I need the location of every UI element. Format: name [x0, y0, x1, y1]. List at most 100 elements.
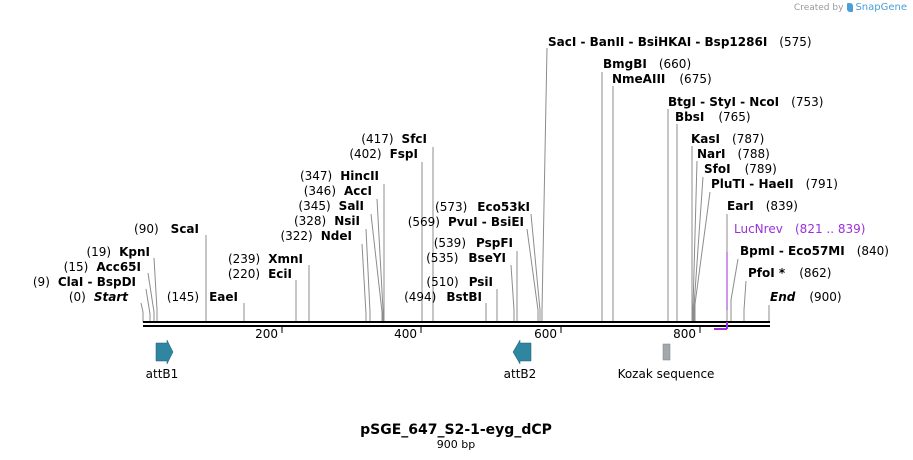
site-pfoI-name[interactable]: PfoI *: [748, 266, 786, 280]
site-salI-group[interactable]: (345) SalI: [298, 199, 364, 213]
tick-label-600: 600: [534, 327, 557, 341]
site-pspFI-pos: (539): [434, 236, 466, 250]
site-kasI-name[interactable]: KasI: [691, 132, 720, 146]
leader-sfoI: [693, 176, 704, 322]
site-pluTI-group[interactable]: PluTI - HaeII (791): [711, 177, 838, 191]
site-eciI-group[interactable]: (220) EciI: [228, 267, 292, 281]
site-start-name[interactable]: Start: [94, 290, 129, 304]
site-fspI-name[interactable]: FspI: [390, 147, 418, 161]
site-bmgBI-name[interactable]: BmgBI: [603, 57, 647, 71]
site-hincII-name[interactable]: HincII: [340, 169, 379, 183]
site-acc65I-name[interactable]: Acc65I: [96, 260, 141, 274]
site-earI-pos: (839): [766, 199, 798, 213]
site-bseYI-group[interactable]: (535) BseYI: [426, 251, 506, 265]
site-xmnI-name[interactable]: XmnI: [268, 252, 303, 266]
site-pvuI-pos: (569): [408, 215, 440, 229]
site-pluTI-name[interactable]: PluTI - HaeII: [711, 177, 794, 191]
site-fspI-pos: (402): [349, 147, 381, 161]
site-eco53kI-name[interactable]: Eco53kI: [477, 200, 530, 214]
features: attB1 attB2 Kozak sequence: [146, 339, 715, 381]
site-btgI-group[interactable]: BtgI - StyI - NcoI (753): [668, 95, 823, 109]
site-scaI-name[interactable]: ScaI: [171, 222, 199, 236]
site-sfoI-group[interactable]: SfoI (789): [704, 162, 777, 176]
site-pspFI-name[interactable]: PspFI: [476, 236, 513, 250]
site-bbsI-name[interactable]: BbsI: [675, 110, 704, 124]
site-pfoI-group[interactable]: PfoI * (862): [748, 266, 831, 280]
leader-narI: [692, 160, 698, 322]
site-nmeAIII-group[interactable]: NmeAIII (675): [612, 72, 712, 86]
site-btgI-pos: (753): [791, 95, 823, 109]
site-kpnI-pos: (19): [86, 245, 111, 259]
site-bpmI-group[interactable]: BpmI - Eco57MI (840): [740, 244, 889, 258]
site-claI-group[interactable]: (9) ClaI - BspDI: [33, 275, 136, 289]
site-kpnI-name[interactable]: KpnI: [119, 245, 150, 259]
site-psiI-group[interactable]: (510) PsiI: [426, 275, 493, 289]
tick-label-800: 800: [673, 327, 696, 341]
site-salI-name[interactable]: SalI: [339, 199, 364, 213]
site-kpnI-group[interactable]: (19) KpnI: [86, 245, 150, 259]
leader-ndeI: [361, 243, 367, 322]
site-eco53kI-group[interactable]: (573) Eco53kI: [435, 200, 530, 214]
site-narI-name[interactable]: NarI: [697, 147, 726, 161]
site-scaI-group[interactable]: (90) ScaI: [134, 222, 199, 236]
site-nsiI-group[interactable]: (328) NsiI: [294, 214, 360, 228]
site-psiI-name[interactable]: PsiI: [469, 275, 493, 289]
site-hincII-group[interactable]: (347) HincII: [300, 169, 379, 183]
site-accI-group[interactable]: (346) AccI: [304, 184, 372, 198]
site-acc65I-group[interactable]: (15) Acc65I: [64, 260, 141, 274]
site-eaeI-group[interactable]: (145) EaeI: [167, 290, 238, 304]
leader-bpmI: [730, 258, 739, 322]
site-claI-name[interactable]: ClaI - BspDI: [58, 275, 136, 289]
site-fspI-group[interactable]: (402) FspI: [349, 147, 418, 161]
site-acc65I-pos: (15): [64, 260, 89, 274]
site-start-group[interactable]: (0) Start: [69, 290, 129, 304]
leader-nsiI: [365, 228, 371, 322]
site-pvuI-group[interactable]: (569) PvuI - BsiEI: [408, 215, 524, 229]
site-pspFI-group[interactable]: (539) PspFI: [434, 236, 513, 250]
site-xmnI-pos: (239): [228, 252, 260, 266]
site-bmgBI-group[interactable]: BmgBI (660): [603, 57, 691, 71]
site-end-name[interactable]: End: [770, 290, 796, 304]
site-sfcI-group[interactable]: (417) SfcI: [361, 132, 427, 146]
site-ndeI-group[interactable]: (322) NdeI: [280, 229, 352, 243]
site-bpmI-name[interactable]: BpmI - Eco57MI: [740, 244, 845, 258]
site-xmnI-group[interactable]: (239) XmnI: [228, 252, 303, 266]
site-bstBI-group[interactable]: (494) BstBI: [404, 290, 482, 304]
leader-salI: [370, 213, 383, 322]
leader-claI: [145, 288, 151, 322]
feature-attB2-label[interactable]: attB2: [504, 367, 537, 381]
site-kasI-group[interactable]: KasI (787): [691, 132, 764, 146]
snapgene-logo-icon: [847, 3, 854, 12]
site-ndeI-name[interactable]: NdeI: [321, 229, 352, 243]
site-pfoI-pos: (862): [799, 266, 831, 280]
site-earI-group[interactable]: EarI (839): [727, 199, 798, 213]
site-btgI-name[interactable]: BtgI - StyI - NcoI: [668, 95, 779, 109]
site-sfcI-name[interactable]: SfcI: [402, 132, 427, 146]
site-earI-name[interactable]: EarI: [727, 199, 754, 213]
feature-attB1-arrow[interactable]: [155, 339, 174, 365]
feature-attB2-arrow[interactable]: [512, 339, 532, 365]
feature-kozak-label[interactable]: Kozak sequence: [618, 367, 715, 381]
created-by-text: Created by: [793, 2, 844, 13]
site-bbsI-group[interactable]: BbsI (765): [675, 110, 751, 124]
feature-kozak-box[interactable]: [662, 343, 671, 361]
site-nsiI-name[interactable]: NsiI: [334, 214, 360, 228]
site-bseYI-name[interactable]: BseYI: [468, 251, 506, 265]
site-eciI-name[interactable]: EciI: [268, 267, 292, 281]
site-pvuI-name[interactable]: PvuI - BsiEI: [448, 215, 524, 229]
site-accI-name[interactable]: AccI: [344, 184, 372, 198]
feature-attB1-label[interactable]: attB1: [146, 367, 179, 381]
site-eaeI-name[interactable]: EaeI: [209, 290, 238, 304]
site-bstBI-name[interactable]: BstBI: [446, 290, 482, 304]
site-sacI-group[interactable]: SacI - BanII - BsiHKAI - Bsp1286I (575): [548, 35, 812, 49]
site-end-pos: (900): [809, 290, 841, 304]
primer-lucNrev[interactable]: LucNrev (821 .. 839): [714, 222, 865, 330]
site-nmeAIII-name[interactable]: NmeAIII: [612, 72, 665, 86]
site-sacI-name[interactable]: SacI - BanII - BsiHKAI - Bsp1286I: [548, 35, 767, 49]
site-accI-pos: (346): [304, 184, 336, 198]
site-narI-group[interactable]: NarI (788): [697, 147, 770, 161]
site-sfoI-name[interactable]: SfoI: [704, 162, 731, 176]
primer-name[interactable]: LucNrev: [734, 222, 783, 236]
site-end-group[interactable]: End (900): [770, 290, 842, 304]
site-eciI-pos: (220): [228, 267, 260, 281]
